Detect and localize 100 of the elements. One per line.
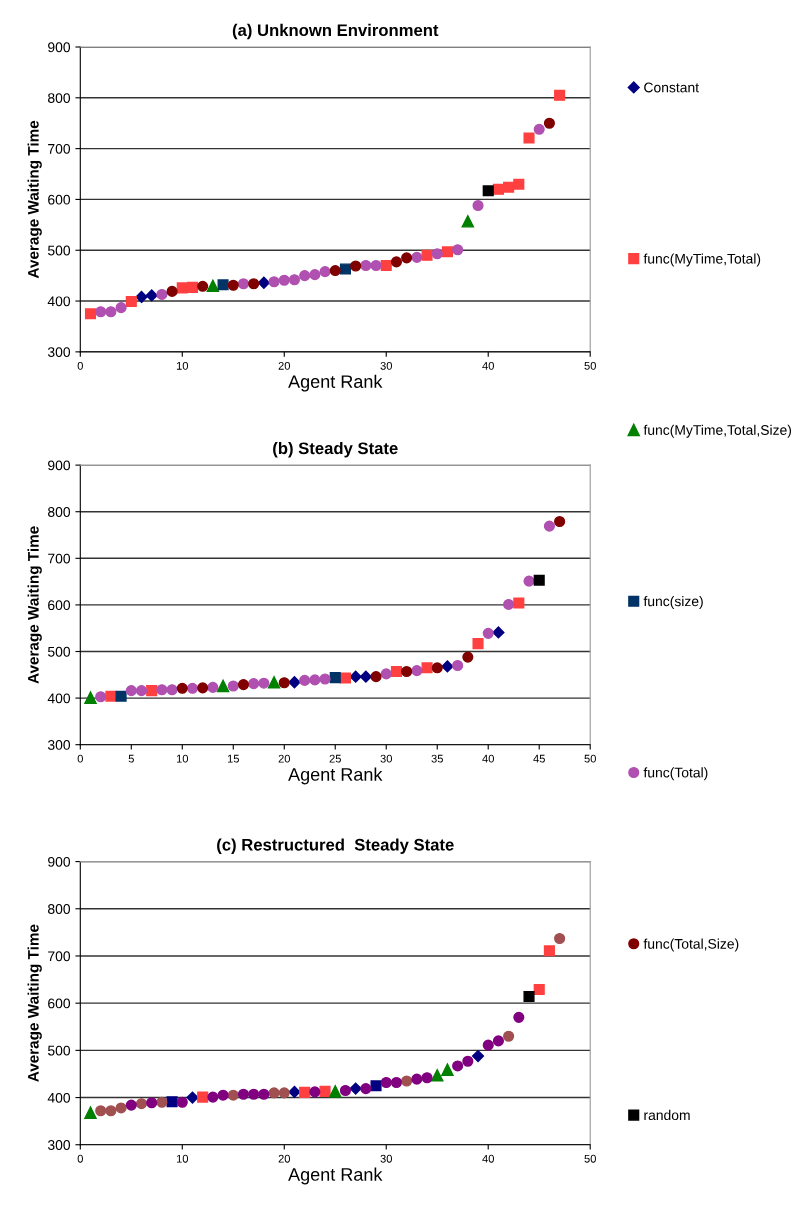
point [257, 276, 270, 289]
chart-title: (a) Unknown Environment [232, 23, 439, 40]
point [441, 246, 453, 258]
point [390, 256, 402, 268]
x-axis-title: Agent Rank [288, 1167, 383, 1185]
point [513, 1011, 525, 1023]
point [237, 1088, 250, 1100]
point [390, 665, 402, 678]
point [370, 1080, 382, 1092]
point [370, 671, 382, 683]
point [421, 662, 433, 674]
y-tick-label: 300 [47, 1140, 71, 1150]
point [554, 932, 566, 945]
point [441, 660, 454, 673]
point [267, 676, 281, 689]
point [278, 677, 290, 689]
point [299, 270, 311, 282]
point [237, 679, 250, 691]
point [135, 1098, 148, 1110]
point [431, 662, 443, 674]
point [401, 665, 413, 678]
point [84, 691, 97, 704]
point [533, 983, 545, 996]
point [166, 1096, 178, 1108]
y-tick-label: 900 [48, 856, 71, 867]
x-tick-label: 10 [176, 361, 189, 370]
x-tick-label: 50 [584, 361, 596, 370]
point [166, 684, 178, 696]
y-tick-label: 600 [48, 998, 71, 1009]
point [482, 1039, 494, 1051]
x-tick-label: 50 [584, 1154, 596, 1163]
point [461, 215, 475, 228]
y-axis-title: Average Waiting Time [27, 924, 42, 1082]
y-tick-label: 800 [48, 904, 71, 914]
y-tick-label: 500 [47, 245, 71, 256]
point [513, 597, 525, 609]
point [166, 285, 178, 297]
x-tick-label: 0 [77, 361, 83, 370]
point [492, 626, 505, 639]
point [533, 123, 545, 135]
point [360, 259, 372, 272]
point [421, 1072, 433, 1084]
point [523, 132, 535, 144]
x-tick-label: 50 [584, 754, 596, 763]
x-tick-label: 20 [278, 754, 291, 763]
point [309, 269, 321, 281]
legend-label: func(Total) [643, 767, 708, 781]
point [359, 670, 372, 683]
point [278, 274, 290, 286]
point [329, 265, 341, 277]
point [248, 278, 260, 290]
point [349, 1082, 362, 1095]
point [319, 266, 331, 278]
y-tick-label: 600 [48, 600, 71, 611]
point [227, 279, 239, 291]
legend-label: Constant [644, 82, 699, 93]
point [197, 682, 209, 694]
point [339, 1084, 352, 1097]
point [299, 1086, 311, 1098]
point [462, 1055, 474, 1067]
point [411, 251, 423, 263]
point [125, 685, 137, 697]
point [339, 263, 352, 275]
point [380, 668, 392, 680]
point [380, 259, 392, 272]
point [146, 1097, 158, 1109]
point [217, 279, 229, 291]
point [390, 1076, 402, 1089]
point [105, 690, 117, 702]
point [135, 685, 148, 697]
legend-label: func(Total,Size) [643, 938, 739, 952]
point [115, 302, 127, 314]
point [309, 1086, 321, 1098]
y-tick-label: 700 [48, 951, 71, 962]
point [288, 676, 301, 689]
point [95, 306, 107, 318]
point [217, 1089, 229, 1101]
x-tick-label: 30 [380, 1154, 392, 1163]
point [421, 249, 433, 261]
y-tick-label: 700 [48, 553, 71, 564]
point [523, 990, 535, 1003]
x-tick-label: 40 [482, 1154, 494, 1163]
point [319, 673, 331, 685]
point [95, 691, 107, 703]
point [115, 1102, 127, 1114]
point [430, 1069, 444, 1082]
point [452, 1060, 464, 1072]
point [186, 281, 199, 293]
point [492, 1035, 504, 1047]
point [156, 684, 168, 696]
legend-label: func(size) [643, 596, 703, 609]
point [207, 1091, 219, 1103]
point [360, 1083, 372, 1095]
point [329, 672, 341, 684]
point [288, 1085, 301, 1098]
x-tick-label: 30 [380, 754, 392, 763]
point [452, 659, 464, 672]
point [350, 260, 362, 272]
point [105, 306, 117, 318]
point [105, 1105, 117, 1117]
